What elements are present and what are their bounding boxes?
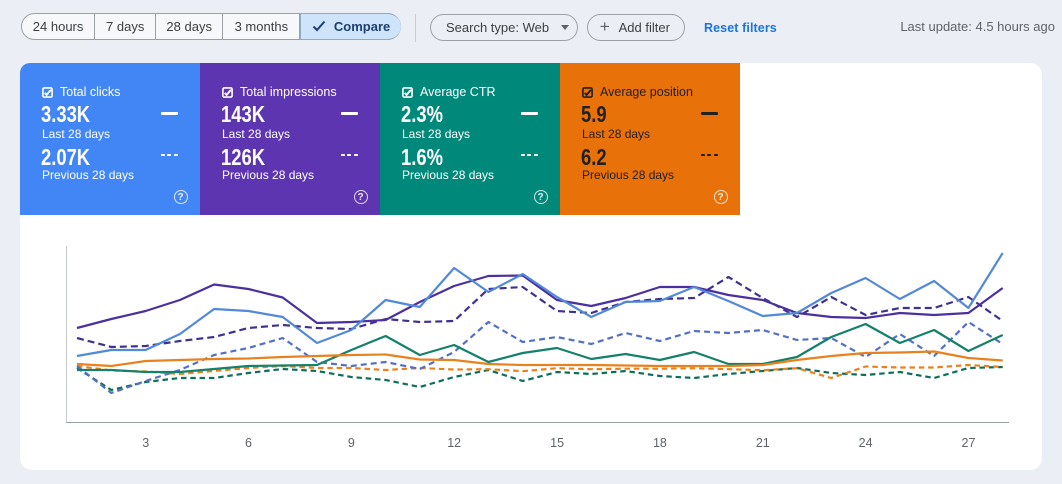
svg-text:24: 24 [859, 436, 873, 450]
svg-text:3: 3 [142, 436, 149, 450]
svg-text:15: 15 [550, 436, 564, 450]
svg-text:18: 18 [653, 436, 667, 450]
svg-text:12: 12 [447, 436, 461, 450]
svg-text:6: 6 [245, 436, 252, 450]
svg-text:21: 21 [756, 436, 770, 450]
svg-text:9: 9 [348, 436, 355, 450]
svg-text:27: 27 [962, 436, 976, 450]
